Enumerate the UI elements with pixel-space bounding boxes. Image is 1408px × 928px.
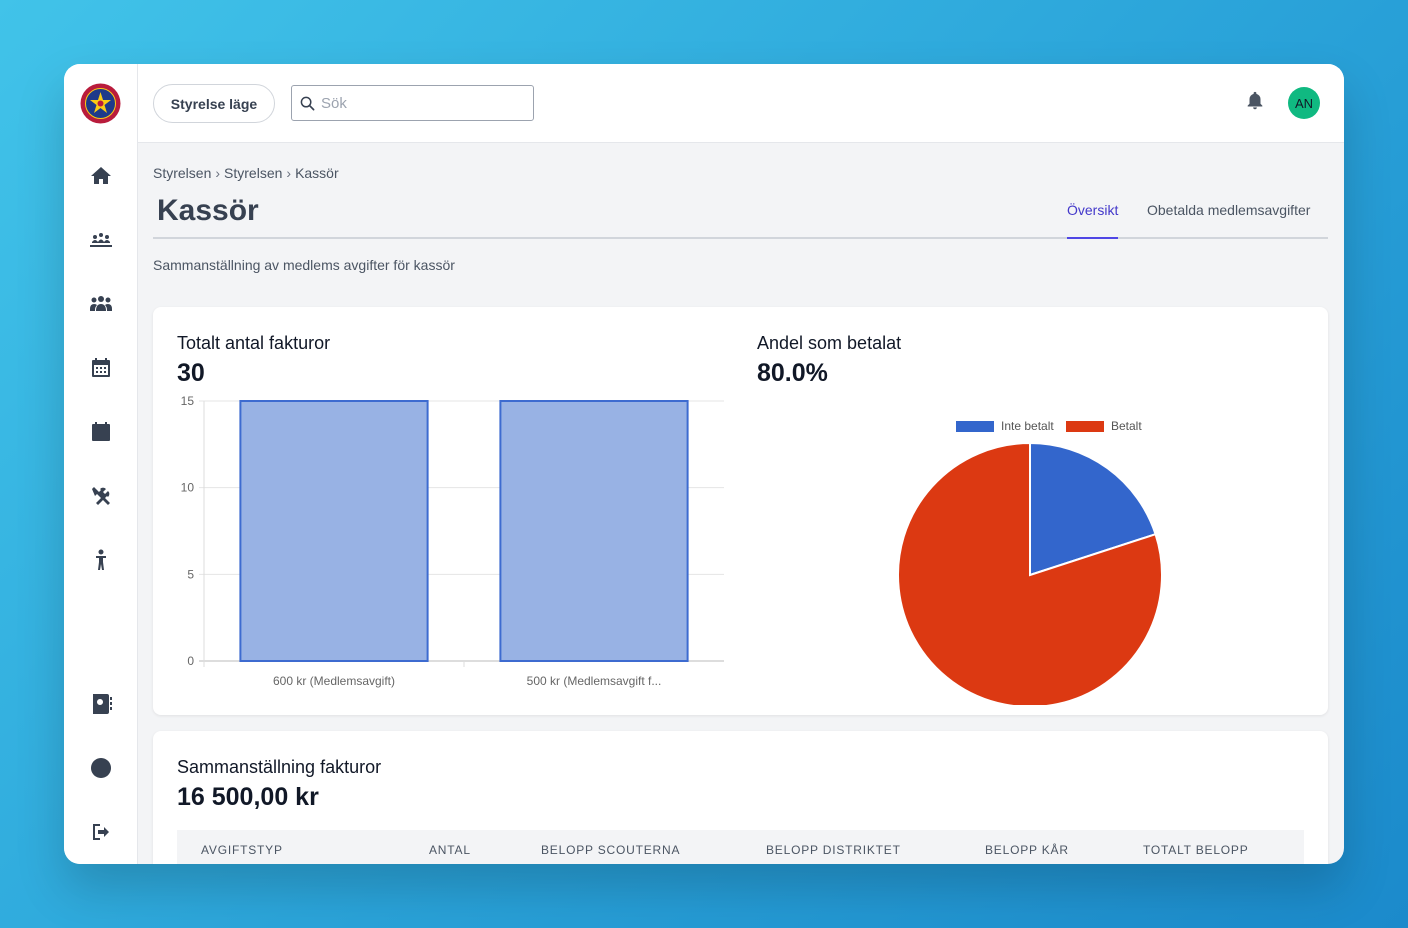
globe-icon[interactable] [88, 755, 114, 781]
tab-bar: Översikt Obetalda medlemsavgifter [153, 196, 1328, 239]
y-tick-label: 10 [181, 481, 195, 495]
invoice-table-header: AVGIFTSTYP ANTAL BELOPP SCOUTERNA BELOPP… [177, 830, 1304, 864]
column-header[interactable]: AVGIFTSTYP [201, 843, 283, 857]
breadcrumb-item[interactable]: Styrelsen [224, 165, 283, 181]
x-tick-label: 600 kr (Medlemsavgift) [273, 674, 395, 688]
legend-swatch [1066, 421, 1104, 432]
users-icon[interactable] [88, 291, 114, 317]
column-header[interactable]: BELOPP SCOUTERNA [541, 843, 681, 857]
y-tick-label: 5 [187, 567, 194, 581]
legend-label: Betalt [1111, 419, 1142, 433]
child-icon[interactable] [88, 547, 114, 573]
breadcrumb-item[interactable]: Kassör [295, 165, 339, 181]
column-header[interactable]: ANTAL [429, 843, 471, 857]
logout-icon[interactable] [88, 819, 114, 845]
invoices-count-label: Totalt antal fakturor [177, 333, 331, 353]
search-input[interactable] [321, 94, 521, 112]
search-icon [300, 96, 315, 110]
pie-slice [1029, 441, 1157, 577]
pie-slice [897, 441, 1163, 705]
app-window: Styrelse läge AN Styrelsen › Styrelsen ›… [64, 64, 1344, 864]
invoices-count-value: 30 [177, 359, 205, 387]
tools-icon[interactable] [88, 483, 114, 509]
summary-card: Sammanställning fakturor 16 500,00 kr AV… [153, 731, 1328, 864]
y-tick-label: 0 [187, 654, 194, 668]
tab-unpaid-fees[interactable]: Obetalda medlemsavgifter [1147, 202, 1311, 218]
campfire-group-icon[interactable] [88, 227, 114, 253]
organization-logo[interactable] [80, 83, 121, 124]
tab-overview[interactable]: Översikt [1067, 202, 1119, 239]
page-subtitle: Sammanställning av medlems avgifter för … [153, 257, 455, 273]
invoices-bar-chart: 0 5 10 15 600 kr (Medlemsavgift) 500 kr (Medl… [181, 394, 724, 688]
bell-icon[interactable] [1244, 90, 1268, 114]
breadcrumb-item[interactable]: Styrelsen [153, 165, 212, 181]
page-title: Kassör [157, 194, 259, 227]
avatar[interactable]: AN [1288, 87, 1320, 119]
summary-value: 16 500,00 kr [177, 783, 319, 811]
calendar-icon[interactable] [88, 419, 114, 445]
charts-card: Totalt antal fakturor 30 0 5 10 15 600 kr (M… [153, 307, 1328, 715]
search-box[interactable] [291, 85, 534, 121]
paid-share-value: 80.0% [757, 359, 828, 387]
column-header[interactable]: TOTALT BELOPP [1143, 843, 1249, 857]
calendar-grid-icon[interactable] [88, 355, 114, 381]
board-mode-button[interactable]: Styrelse läge [153, 84, 275, 123]
topbar: Styrelse läge AN [138, 64, 1344, 143]
breadcrumb: Styrelsen › Styrelsen › Kassör [153, 165, 339, 181]
legend-label: Inte betalt [1001, 419, 1054, 433]
x-tick-label: 500 kr (Medlemsavgift f... [527, 674, 662, 688]
chevron-right-icon: › [215, 165, 221, 181]
paid-share-pie-chart: Inte betalt Betalt [897, 419, 1163, 705]
bar [239, 400, 429, 662]
column-header[interactable]: BELOPP KÅR [985, 843, 1069, 857]
summary-label: Sammanställning fakturor [177, 757, 382, 777]
home-icon[interactable] [88, 163, 114, 189]
bar [499, 400, 689, 662]
chevron-right-icon: › [286, 165, 292, 181]
paid-share-label: Andel som betalat [757, 333, 902, 353]
legend-swatch [956, 421, 994, 432]
sidebar [64, 64, 138, 864]
address-book-icon[interactable] [88, 691, 114, 717]
column-header[interactable]: BELOPP DISTRIKTET [766, 843, 901, 857]
y-tick-label: 15 [181, 394, 195, 408]
